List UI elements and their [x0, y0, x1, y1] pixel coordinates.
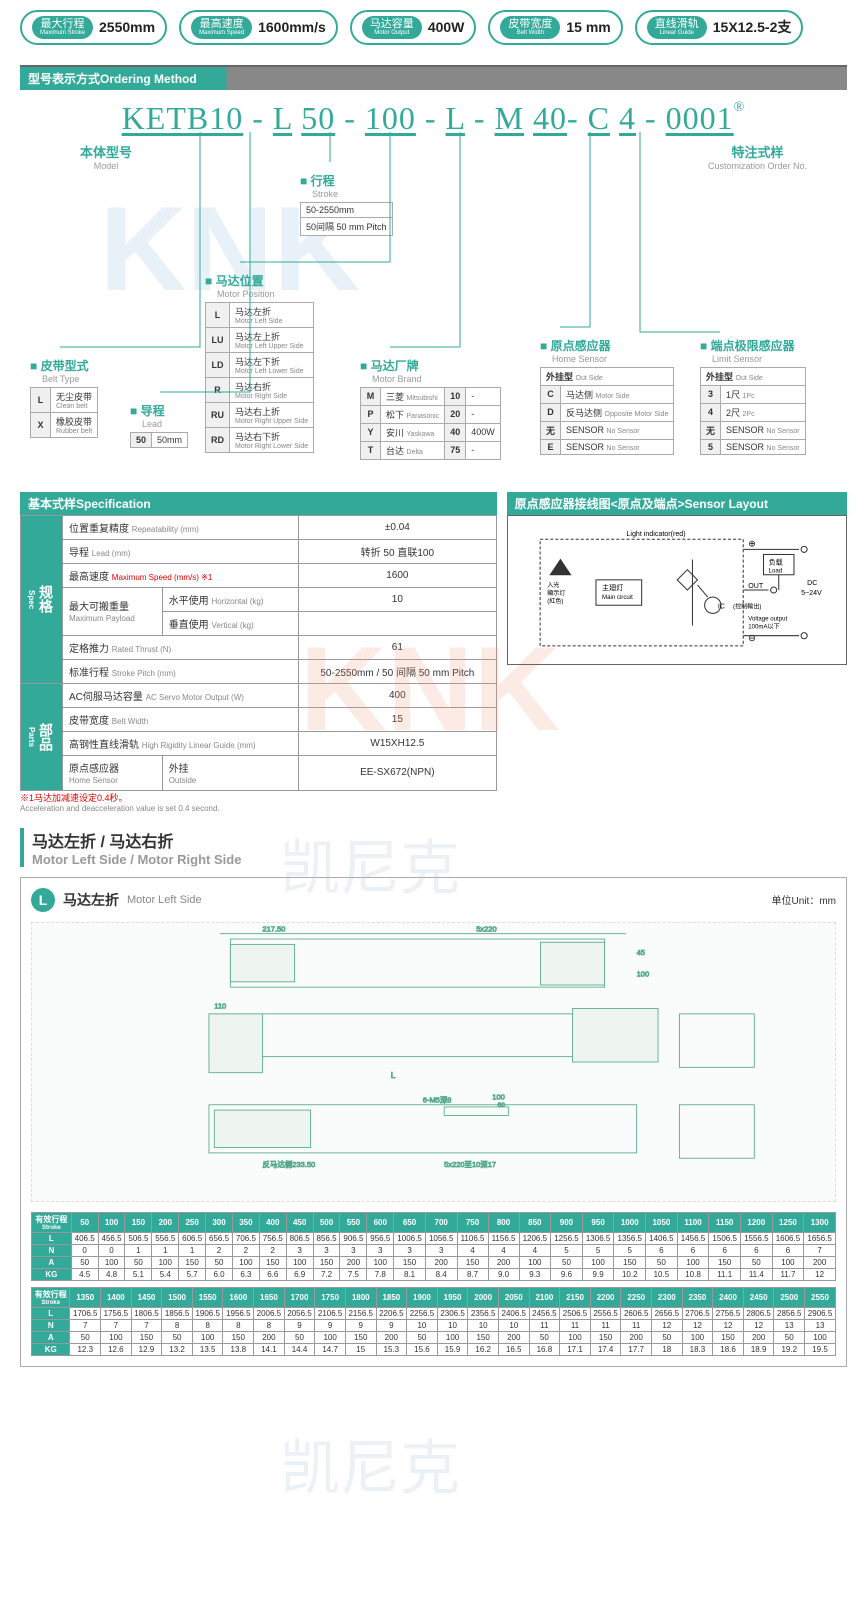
ordering-header-cn: 型号表示方式	[28, 72, 100, 86]
home-sensor-box: ■ 原点感应器Home Sensor 外挂型 Out SideC马达侧 Moto…	[540, 337, 674, 455]
svg-text:(紅色): (紅色)	[547, 597, 563, 605]
motor-section-header: 马达左折 / 马达右折 Motor Left Side / Motor Righ…	[20, 828, 847, 867]
ordering-diagram: 本体型号Model 特注式样Customization Order No. ■ …	[20, 142, 847, 482]
drawing-variant-icon: L	[31, 888, 55, 912]
ordering-header: 型号表示方式Ordering Method	[20, 65, 847, 90]
svg-text:5x220: 5x220	[476, 924, 496, 933]
dimension-table-2: 有效行程Stroke135014001450150015501600165017…	[31, 1287, 836, 1356]
spec-pill: 皮带宽度Belt Width 15 mm	[488, 10, 622, 45]
spec-pills-row: 最大行程Maximum Stroke 2550mm 最高速度Maximum Sp…	[20, 10, 847, 45]
svg-text:DC: DC	[807, 579, 817, 587]
drawing-title-en: Motor Left Side	[127, 894, 202, 906]
spec-pill: 最大行程Maximum Stroke 2550mm	[20, 10, 167, 45]
stroke-box: ■ 行程Stroke 50-2550mm50间隔 50 mm Pitch	[300, 172, 393, 236]
svg-text:Voltage output: Voltage output	[748, 615, 787, 622]
svg-text:60: 60	[498, 1102, 506, 1109]
sensor-circuit-diagram: Light indicator(red) 入光顯示灯(紅色) 主廻灯 Main …	[507, 515, 847, 665]
limit-sensor-box: ■ 端点极限感应器Limit Sensor 外挂型 Out Side31尺 1P…	[700, 337, 806, 455]
drawing-title-cn: 马达左折	[63, 890, 119, 910]
svg-text:Main circuit: Main circuit	[602, 594, 633, 601]
svg-text:217.50: 217.50	[262, 924, 285, 933]
svg-text:100: 100	[637, 969, 649, 978]
svg-text:100mA以下: 100mA以下	[748, 623, 779, 630]
order-code: KETB10 - L 50 - 100 - L - M 40- C 4 - 00…	[20, 100, 847, 137]
accel-note-cn: ※1马达加减速设定0.4秒。	[20, 791, 847, 804]
ordering-header-en: Ordering Method	[100, 72, 197, 86]
svg-text:5x220至10深17: 5x220至10深17	[444, 1159, 496, 1168]
motor-brand-box: ■ 马达厂牌Motor Brand M三菱 Mitsubishi10-P松下 P…	[360, 357, 501, 460]
svg-text:反马达侧233.50: 反马达侧233.50	[262, 1158, 315, 1168]
belt-type-box: ■ 皮带型式Belt Type L无尘皮带Clean beltX橡胶皮带Rubb…	[30, 357, 98, 438]
svg-text:6-M5深8: 6-M5深8	[423, 1095, 452, 1104]
svg-text:L: L	[391, 1070, 396, 1080]
lead-box: ■ 导程Lead 5050mm	[130, 402, 188, 448]
svg-text:顯示灯: 顯示灯	[547, 589, 565, 597]
spec-header: 基本式样Specification	[20, 492, 497, 515]
svg-text:负载: 负载	[768, 557, 782, 566]
drawing-container: L 马达左折 Motor Left Side 单位Unit：mm 217.50 5…	[20, 877, 847, 1367]
watermark-cn: 凯尼克	[280, 1420, 460, 1507]
svg-text:⊕: ⊕	[748, 538, 756, 548]
svg-text:100: 100	[492, 1092, 504, 1101]
spec-pill: 最高速度Maximum Speed 1600mm/s	[179, 10, 338, 45]
svg-text:Load: Load	[768, 567, 782, 574]
svg-text:入光: 入光	[547, 581, 559, 589]
spec-pill: 直线滑轨Linear Guide 15X12.5-2支	[635, 10, 804, 45]
svg-text:主廻灯: 主廻灯	[602, 583, 623, 592]
accel-note-en: Acceleration and deacceleration value is…	[20, 804, 847, 813]
motor-position-box: ■ 马达位置Motor Position L马达左折Motor Left Sid…	[205, 272, 314, 453]
svg-text:45: 45	[637, 948, 645, 957]
svg-text:5~24V: 5~24V	[801, 589, 822, 597]
sensor-layout-header: 原点感应器接线图<原点及端点>Sensor Layout	[507, 492, 847, 515]
technical-drawing: 217.505x220 45100 110 L 10060 6-M5深8 反马达…	[31, 922, 836, 1202]
unit-label: 单位Unit：mm	[772, 892, 836, 907]
svg-text:Light indicator(red): Light indicator(red)	[626, 530, 685, 538]
svg-text:110: 110	[214, 1001, 226, 1010]
svg-text:IC: IC	[717, 602, 724, 610]
svg-text:OUT: OUT	[748, 582, 764, 590]
svg-text:⊖: ⊖	[748, 632, 756, 642]
spec-pill: 马达容量Motor Output 400W	[350, 10, 477, 45]
dimension-table-1: 有效行程Stroke501001502002503003504004505005…	[31, 1212, 836, 1281]
specification-table: 规格Spec 位置重复精度 Repeatability (mm)±0.04 导程…	[20, 515, 497, 791]
svg-text:(控制輸出): (控制輸出)	[733, 602, 761, 610]
